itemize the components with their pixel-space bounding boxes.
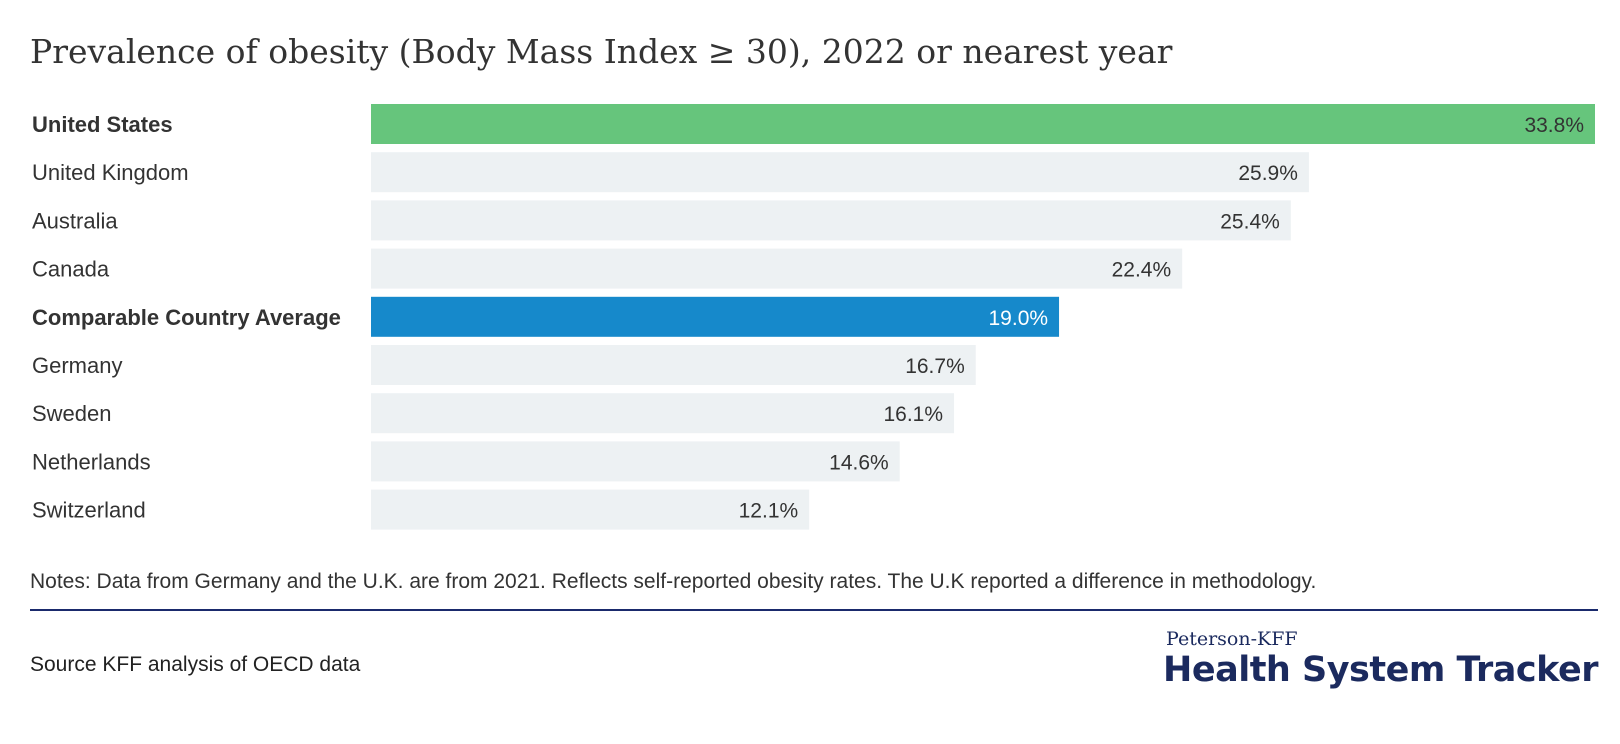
bar-sweden [371,393,955,434]
footer-divider [30,609,1598,611]
bar-switzerland [371,489,810,530]
category-label-united-kingdom: United Kingdom [32,160,189,185]
category-label-australia: Australia [32,208,118,233]
category-label-sweden: Sweden [32,401,112,426]
bar-netherlands [371,441,900,482]
value-label-germany: 16.7% [905,355,965,378]
category-label-comparable-country-average: Comparable Country Average [32,305,341,330]
value-label-united-states: 33.8% [1524,114,1584,137]
chart-title: Prevalence of obesity (Body Mass Index ≥… [30,32,1173,71]
logo-main-text: Health System Tracker [1163,650,1598,690]
bar-canada [371,248,1183,289]
bar-united-kingdom [371,152,1309,193]
bar-chart: United States 33.8% United Kingdom 25.9% Aus… [32,104,1595,530]
bar-australia [371,200,1291,241]
category-label-netherlands: Netherlands [32,449,151,474]
health-system-tracker-logo[interactable]: Peterson-KFF Health System Tracker [1163,628,1598,690]
value-label-australia: 25.4% [1220,210,1280,233]
category-label-switzerland: Switzerland [32,498,146,523]
bar-united-states [371,104,1595,144]
value-label-netherlands: 14.6% [829,451,889,474]
chart-notes: Notes: Data from Germany and the U.K. ar… [30,570,1317,593]
bar-comparable-country-average [371,296,1060,337]
value-label-comparable-country-average: 19.0% [989,307,1049,330]
category-label-germany: Germany [32,353,122,378]
bar-germany [371,345,976,385]
category-label-canada: Canada [32,257,110,282]
source-text: Source KFF analysis of OECD data [30,653,361,676]
logo-top-text: Peterson-KFF [1166,628,1298,650]
value-label-canada: 22.4% [1112,259,1172,282]
value-label-united-kingdom: 25.9% [1238,162,1298,185]
category-label-united-states: United States [32,112,173,137]
value-label-switzerland: 12.1% [739,500,799,523]
value-label-sweden: 16.1% [883,403,943,426]
